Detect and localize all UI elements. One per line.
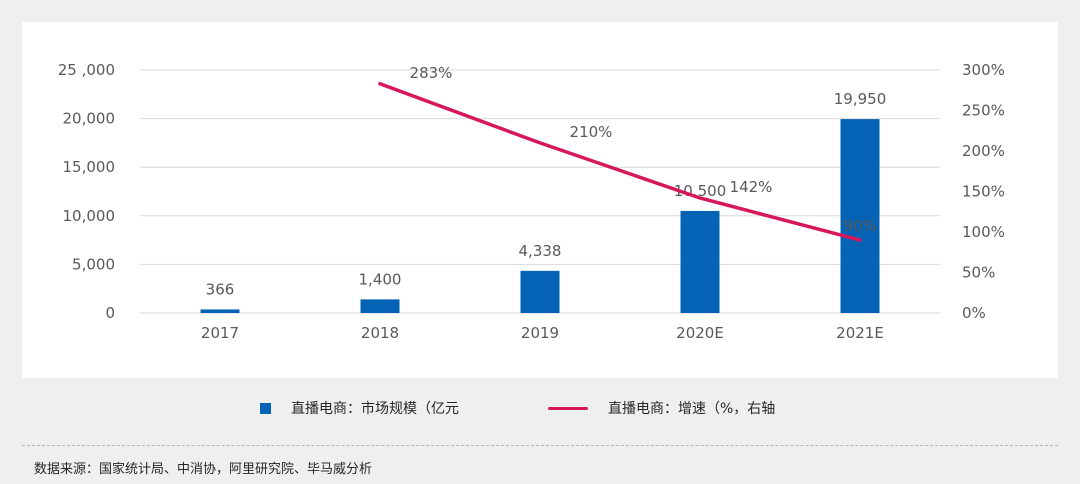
bar-data-label: 10,500 [674,182,727,200]
bar-data-label: 4,338 [519,242,562,260]
y-right-tick-label: 100% [962,223,1005,241]
line-data-label: 283% [410,64,453,82]
legend-line-swatch [548,406,588,410]
y-left-tick-label: 15,000 [63,158,116,176]
y-left-tick-label: 20,000 [63,110,116,128]
x-tick-label: 2019 [521,324,559,342]
bar [520,270,560,313]
x-tick-label: 2021E [836,324,884,342]
combo-chart: 0 5,000 10,000 15,000 20,000 25 ,000 0% 50% 100%… [58,61,1005,342]
legend-item-line: 直播电商：增速（%，右轴 [548,398,775,418]
divider [22,445,1058,446]
y-right-tick-label: 250% [962,102,1005,120]
line-data-label: 210% [570,123,613,141]
bar [680,210,720,313]
bar-data-label: 19,950 [834,90,887,108]
x-tick-label: 2017 [201,324,239,342]
source-note: 数据来源：国家统计局、中消协，阿里研究院、毕马威分析 [34,462,373,477]
y-right-tick-label: 150% [962,183,1005,201]
y-right-tick-label: 50% [962,264,995,282]
y-left-tick-label: 0 [105,304,115,322]
x-tick-label: 2020E [676,324,724,342]
y-right-tick-label: 200% [962,142,1005,160]
y-right-tick-label: 300% [962,61,1005,79]
bar-data-label: 1,400 [359,270,402,288]
legend-bar-label: 直播电商：市场规模（亿元 [291,401,459,417]
bar-data-label: 366 [206,280,235,298]
bar [840,119,880,313]
legend: 直播电商：市场规模（亿元 直播电商：增速（%，右轴 [0,398,1080,422]
y-left-tick-label: 25 ,000 [58,61,115,79]
legend-line-label: 直播电商：增速（%，右轴 [608,401,776,417]
bar [200,309,240,313]
x-tick-label: 2018 [361,324,399,342]
chart-panel: 0 5,000 10,000 15,000 20,000 25 ,000 0% 50% 100%… [22,22,1058,378]
legend-bar-swatch [260,402,271,414]
legend-item-bar: 直播电商：市场规模（亿元 [260,398,459,418]
y-left-tick-label: 5,000 [72,255,115,273]
growth-line [378,82,862,242]
bar [360,299,400,313]
y-left-tick-label: 10,000 [63,207,116,225]
line-data-label: 90% [843,217,876,235]
line-data-label: 142% [730,178,773,196]
y-right-tick-label: 0% [962,304,986,322]
